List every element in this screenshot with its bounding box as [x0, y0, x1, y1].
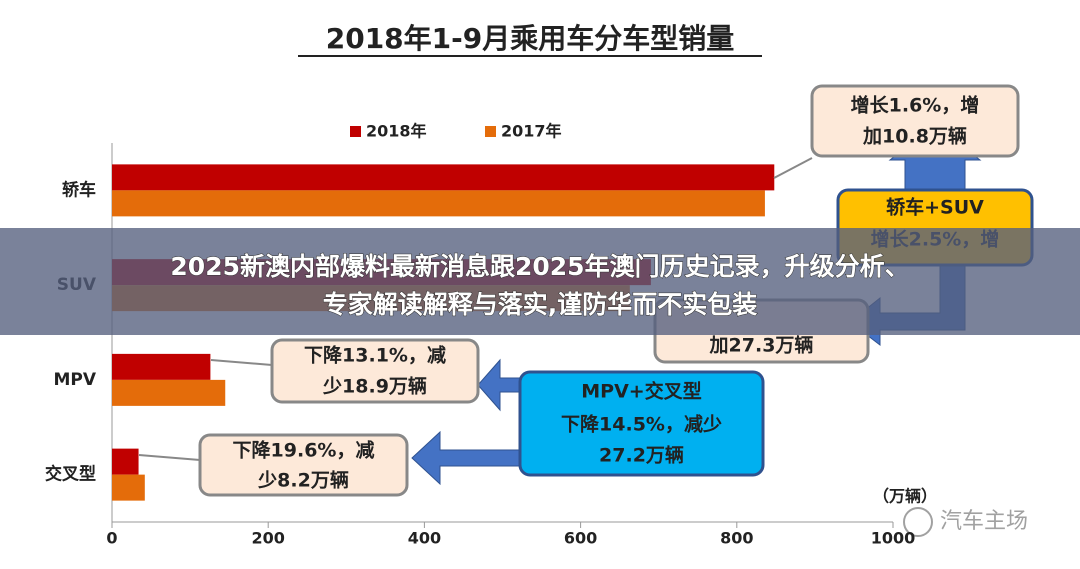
watermark: 汽车主场: [940, 509, 1028, 534]
legend-label: 2017年: [501, 122, 562, 141]
callout-box: [810, 84, 1020, 158]
callout-pointer: [210, 359, 273, 366]
callout-text: 轿车+SUV: [886, 196, 984, 219]
bar: [112, 164, 775, 191]
banner-text: 2025新澳内部爆料最新消息跟2025年澳门历史记录，升级分析、: [170, 252, 909, 281]
bar: [112, 448, 139, 475]
x-tick-label: 0: [106, 529, 117, 548]
x-tick-label: 800: [720, 529, 753, 548]
callout-text: 少8.2万辆: [257, 469, 349, 492]
legend-swatch: [485, 126, 496, 137]
unit-label: （万辆）: [873, 487, 937, 506]
callout-text: 加27.3万辆: [709, 334, 814, 357]
callout-text: 下降13.1%，减: [304, 344, 446, 367]
callout-box: [270, 338, 480, 404]
x-tick-label: 600: [564, 529, 597, 548]
y-tick-label: 交叉型: [45, 464, 96, 485]
bar: [112, 474, 145, 501]
watermark-icon: [903, 507, 933, 537]
callout-box: [198, 433, 409, 497]
arrow: [477, 358, 521, 412]
y-tick-label: 轿车: [62, 179, 96, 200]
x-tick-label: 400: [408, 529, 441, 548]
callout-text: 增长1.6%，增: [851, 94, 980, 117]
x-tick-label: 200: [251, 529, 284, 548]
bar: [112, 379, 226, 406]
callout-pointer: [773, 157, 813, 179]
callout-box: [518, 370, 765, 477]
chart-title: 2018年1-9月乘用车分车型销量: [326, 22, 735, 55]
bar: [112, 190, 765, 217]
banner-text: 专家解读解释与落实,谨防华而不实包装: [323, 290, 758, 319]
legend-swatch: [350, 126, 361, 137]
x-tick-label: 1000: [871, 529, 916, 548]
callout-text: 27.2万辆: [599, 444, 684, 467]
callout-text: 少18.9万辆: [322, 375, 427, 398]
callout-pointer: [138, 454, 201, 461]
y-tick-label: MPV: [53, 370, 96, 390]
banner: [0, 228, 1080, 335]
callout-text: 加10.8万辆: [862, 125, 967, 148]
callout-text: MPV+交叉型: [581, 380, 701, 403]
callout-text: 下降14.5%，减少: [561, 413, 722, 436]
arrow: [411, 430, 521, 486]
callout-text: 下降19.6%，减: [233, 439, 375, 462]
legend-label: 2018年: [366, 122, 427, 141]
watermark-group: 汽车主场: [903, 507, 1028, 537]
bar: [112, 353, 211, 380]
